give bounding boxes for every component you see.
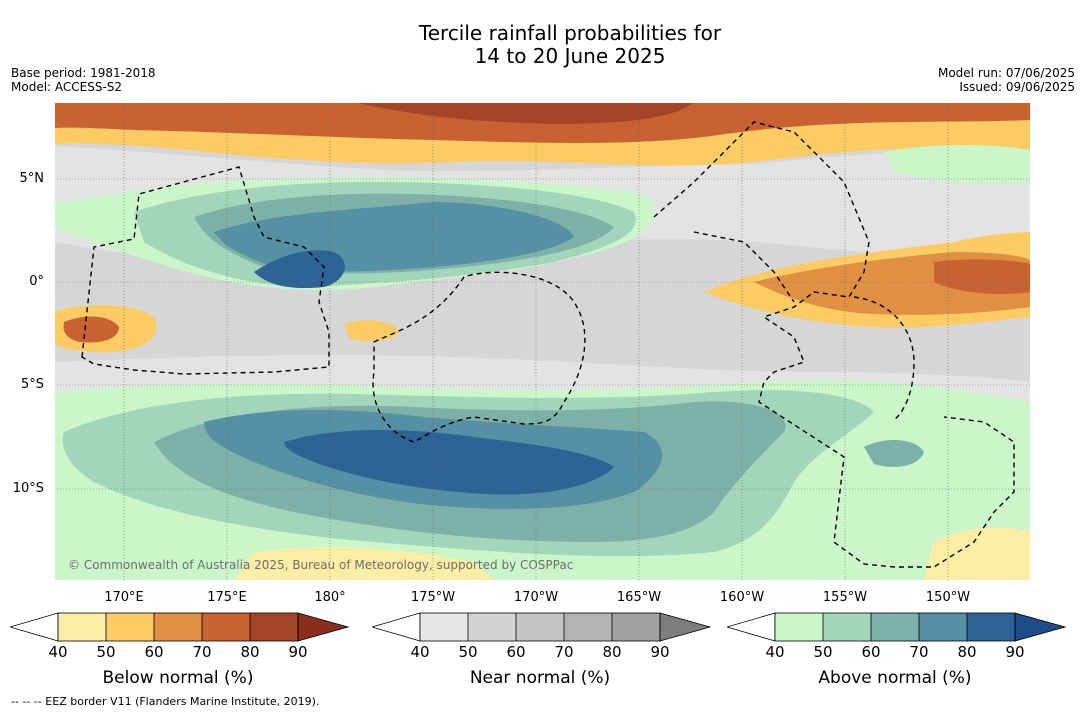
below-normal-north-peak bbox=[354, 102, 694, 124]
cbar-below-80 bbox=[202, 613, 250, 641]
above-normal-title: Above normal (%) bbox=[818, 668, 972, 688]
cbar-near-tick-90: 90 bbox=[650, 643, 670, 661]
below-normal-east-peak bbox=[934, 259, 1031, 294]
cbar-near-tick-50: 50 bbox=[458, 643, 478, 661]
cbar-near-over bbox=[659, 612, 712, 642]
cbar-above-tick-70: 70 bbox=[909, 643, 929, 661]
lat-label-0: 0° bbox=[29, 274, 44, 289]
map-title: Tercile rainfall probabilities for 14 to… bbox=[0, 22, 1085, 68]
cbar-above-60 bbox=[823, 613, 871, 641]
cbar-near-70 bbox=[516, 613, 564, 641]
cbar-below-90 bbox=[250, 613, 298, 641]
eez-borders bbox=[81, 121, 1015, 568]
model-name: Model: ACCESS-S2 bbox=[11, 80, 123, 94]
lon-label-155w: 155°W bbox=[822, 590, 868, 605]
cbar-below-tick-80: 80 bbox=[240, 643, 260, 661]
cbar-above-tick-90: 90 bbox=[1005, 643, 1025, 661]
cbar-above-50 bbox=[775, 613, 823, 641]
above-normal-equator-90 bbox=[254, 250, 345, 289]
issued-date: Issued: 09/06/2025 bbox=[959, 80, 1075, 94]
above-normal-south-90 bbox=[284, 430, 614, 495]
colorbar-near-normal bbox=[372, 612, 712, 642]
lon-label-175w: 175°W bbox=[410, 590, 456, 605]
cbar-below-under bbox=[10, 612, 59, 642]
lon-label-150w: 150°W bbox=[925, 590, 971, 605]
cbar-near-under bbox=[372, 612, 421, 642]
cbar-below-tick-60: 60 bbox=[144, 643, 164, 661]
cbar-above-tick-60: 60 bbox=[861, 643, 881, 661]
meta-right: Model run: 07/06/2025 Issued: 09/06/2025 bbox=[938, 66, 1075, 94]
copyright-notice: © Commonwealth of Australia 2025, Bureau… bbox=[68, 558, 574, 572]
cbar-near-tick-80: 80 bbox=[602, 643, 622, 661]
lat-label-5s: 5°S bbox=[20, 377, 44, 392]
below-normal-se-fringe bbox=[924, 527, 1031, 581]
cbar-above-80 bbox=[919, 613, 967, 641]
cbar-above-90 bbox=[967, 613, 1015, 641]
map-frame bbox=[54, 102, 1031, 581]
eez-footnote: -- -- -- EEZ border V11 (Flanders Marine… bbox=[11, 695, 320, 708]
cbar-near-50 bbox=[420, 613, 468, 641]
model-run-date: Model run: 07/06/2025 bbox=[937, 66, 1075, 80]
title-line-1: Tercile rainfall probabilities for bbox=[418, 21, 722, 45]
lon-label-180: 180° bbox=[314, 590, 346, 605]
near-normal-title: Near normal (%) bbox=[469, 668, 611, 688]
cbar-above-under bbox=[727, 612, 776, 642]
cbar-above-tick-40: 40 bbox=[765, 643, 785, 661]
cbar-below-50 bbox=[58, 613, 106, 641]
map-gridlines bbox=[54, 102, 1031, 581]
below-normal-west-core bbox=[63, 316, 119, 343]
cbar-above-over bbox=[1014, 612, 1067, 642]
cbar-near-tick-70: 70 bbox=[554, 643, 574, 661]
cbar-below-tick-70: 70 bbox=[192, 643, 212, 661]
lon-label-170w: 170°W bbox=[513, 590, 559, 605]
cbar-below-60 bbox=[106, 613, 154, 641]
cbar-below-70 bbox=[154, 613, 202, 641]
cbar-near-tick-40: 40 bbox=[410, 643, 430, 661]
cbar-below-over bbox=[297, 612, 350, 642]
cbar-near-tick-60: 60 bbox=[506, 643, 526, 661]
rainfall-map bbox=[54, 102, 1031, 581]
cbar-near-90 bbox=[612, 613, 660, 641]
cbar-below-tick-50: 50 bbox=[96, 643, 116, 661]
above-normal-se-pocket bbox=[864, 440, 924, 467]
below-normal-title: Below normal (%) bbox=[102, 668, 254, 688]
lon-label-175e: 175°E bbox=[207, 590, 247, 605]
colorbar-above-normal bbox=[727, 612, 1067, 642]
below-normal-south-fringe bbox=[234, 547, 494, 581]
title-line-2: 14 to 20 June 2025 bbox=[474, 44, 666, 68]
lon-label-160w: 160°W bbox=[719, 590, 765, 605]
below-normal-mid-patch bbox=[344, 320, 399, 342]
above-normal-ne-patch bbox=[884, 145, 1031, 184]
cbar-above-70 bbox=[871, 613, 919, 641]
cbar-near-80 bbox=[564, 613, 612, 641]
cbar-near-60 bbox=[468, 613, 516, 641]
cbar-below-tick-40: 40 bbox=[48, 643, 68, 661]
lon-label-170e: 170°E bbox=[104, 590, 144, 605]
cbar-above-tick-80: 80 bbox=[957, 643, 977, 661]
lat-label-10s: 10°S bbox=[12, 481, 44, 496]
cbar-below-tick-90: 90 bbox=[288, 643, 308, 661]
base-period: Base period: 1981-2018 bbox=[11, 66, 156, 80]
lon-label-165w: 165°W bbox=[616, 590, 662, 605]
lat-label-5n: 5°N bbox=[19, 171, 45, 186]
meta-left: Base period: 1981-2018 Model: ACCESS-S2 bbox=[11, 66, 156, 94]
cbar-above-tick-50: 50 bbox=[813, 643, 833, 661]
colorbar-below-normal bbox=[10, 612, 350, 642]
